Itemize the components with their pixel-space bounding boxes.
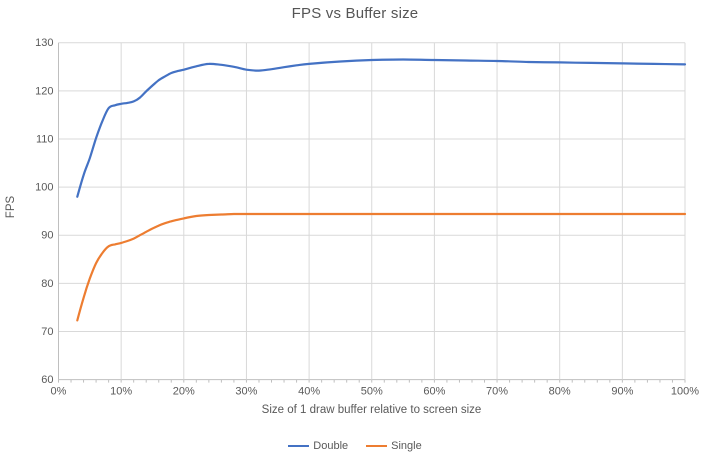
x-tick-label: 60% xyxy=(423,386,445,398)
y-tick-label: 110 xyxy=(36,133,54,145)
series-line-single xyxy=(76,212,687,322)
series-line-double xyxy=(76,58,687,198)
legend-swatch-single-line xyxy=(366,444,388,448)
y-tick-label: 60 xyxy=(41,374,53,386)
y-tick-label: 70 xyxy=(41,326,53,338)
x-tick-label: 50% xyxy=(361,386,383,398)
y-tick-label: 120 xyxy=(35,85,53,97)
x-tick-label: 100% xyxy=(671,386,699,398)
y-tick-label: 100 xyxy=(35,182,53,194)
x-tick-label: 30% xyxy=(235,386,257,398)
x-tick-label: 20% xyxy=(173,386,195,398)
legend-label-single: Single xyxy=(391,440,422,452)
legend-item-single: Single xyxy=(366,440,422,452)
legend-swatch-double-line xyxy=(288,444,310,448)
chart-title: FPS vs Buffer size xyxy=(291,5,419,22)
x-tick-label: 10% xyxy=(110,386,132,398)
y-tick-label: 80 xyxy=(41,278,53,290)
x-axis-title: Size of 1 draw buffer relative to screen… xyxy=(261,404,482,416)
x-tick-label: 40% xyxy=(298,386,320,398)
x-tick-label: 80% xyxy=(549,386,571,398)
legend-item-double: Double xyxy=(288,440,348,452)
x-tick-label: 90% xyxy=(611,386,633,398)
x-tick-label: 0% xyxy=(51,386,67,398)
y-tick-label: 90 xyxy=(41,230,53,242)
legend: Double Single xyxy=(0,440,710,452)
legend-label-double: Double xyxy=(313,440,349,452)
x-tick-label: 70% xyxy=(486,386,508,398)
y-tick-label: 130 xyxy=(35,37,53,49)
y-axis-title: FPS xyxy=(5,195,17,219)
